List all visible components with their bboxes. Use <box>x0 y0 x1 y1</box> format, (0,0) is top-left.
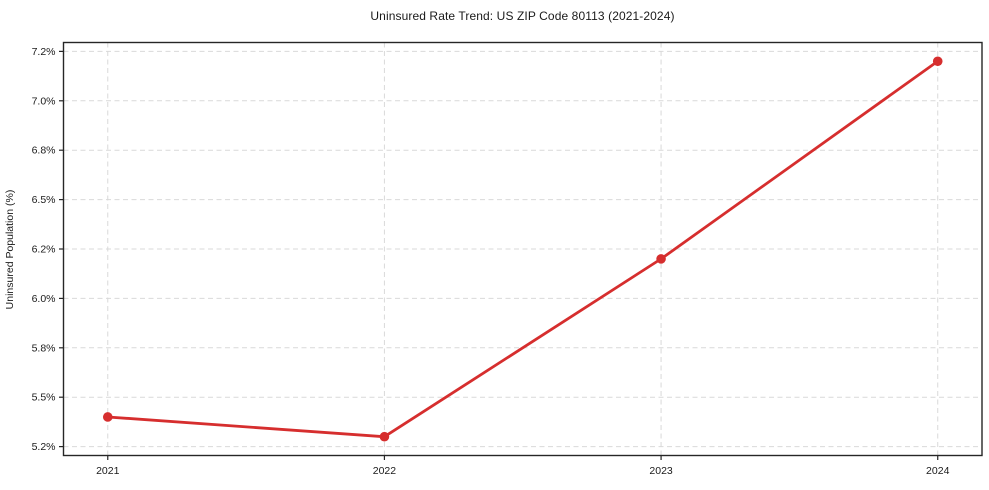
y-tick-label: 7.0% <box>32 95 56 107</box>
data-point-2024 <box>932 56 943 67</box>
y-tick-label: 6.0% <box>32 293 56 305</box>
y-tick-label: 6.8% <box>32 145 56 157</box>
data-point-2021 <box>102 412 113 422</box>
x-tick-label: 2024 <box>926 465 950 477</box>
y-tick-label: 6.2% <box>32 244 56 256</box>
trend-line <box>106 59 940 439</box>
axes-border <box>62 41 983 457</box>
x-tick-label: 2022 <box>373 465 397 477</box>
y-tick-label: 5.2% <box>32 441 56 453</box>
chart-title: Uninsured Rate Trend: US ZIP Code 80113 … <box>370 9 675 23</box>
y-tick-label: 5.8% <box>32 342 56 354</box>
data-point-2022 <box>379 431 390 442</box>
data-point-2023 <box>656 254 666 264</box>
y-tick-label: 7.2% <box>32 46 56 58</box>
y-axis-title: Uninsured Population (%) <box>4 189 16 310</box>
x-tick-label: 2021 <box>96 465 120 477</box>
x-tick-label: 2023 <box>649 465 673 477</box>
y-tick-label: 5.5% <box>32 392 56 404</box>
y-tick-label: 6.5% <box>32 194 56 206</box>
